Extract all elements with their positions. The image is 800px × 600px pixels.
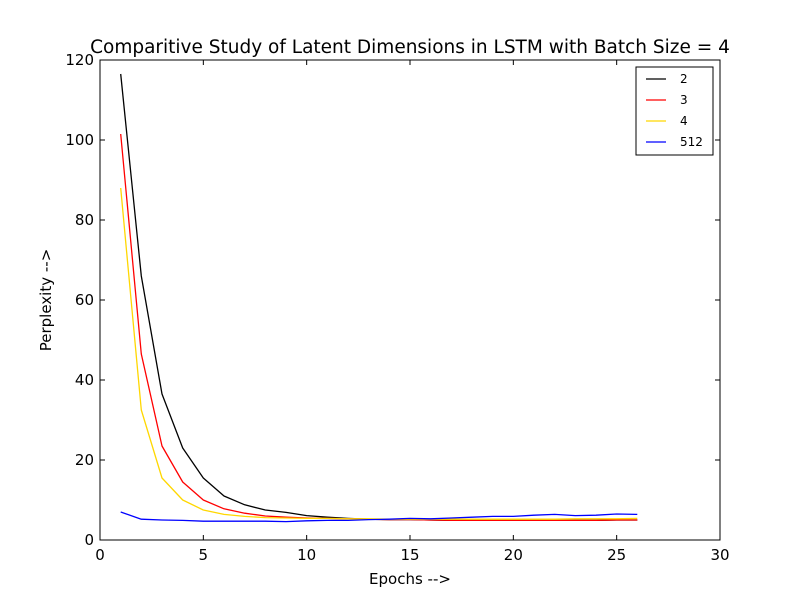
series-line-512 — [120, 511, 638, 523]
axis-ticks: 0 5 10 15 20 25 30 0 20 40 60 80 100 120 — [65, 51, 729, 564]
legend-label-2: 2 — [680, 72, 688, 86]
series-line-2 — [120, 73, 638, 522]
x-tick-label: 10 — [297, 546, 316, 564]
legend-label-4: 4 — [680, 114, 688, 128]
y-tick-label: 80 — [75, 211, 94, 229]
y-tick-label: 60 — [75, 291, 94, 309]
x-tick-label: 5 — [199, 546, 209, 564]
legend-box — [635, 66, 714, 156]
series-line-3 — [120, 133, 638, 522]
y-tick-label: 100 — [65, 131, 94, 149]
y-tick-label: 20 — [75, 451, 94, 469]
y-axis-label: Perplexity --> — [37, 249, 55, 352]
legend-label-512: 512 — [680, 135, 703, 149]
y-tick-label: 40 — [75, 371, 94, 389]
chart-title: Comparitive Study of Latent Dimensions i… — [90, 37, 730, 58]
legend: 2 3 4 512 — [635, 66, 714, 156]
x-tick-label: 15 — [400, 546, 419, 564]
x-axis-label: Epochs --> — [369, 570, 451, 588]
y-tick-label: 0 — [84, 531, 94, 549]
x-tick-label: 30 — [710, 546, 729, 564]
plot-frame — [99, 59, 721, 541]
x-tick-label: 0 — [95, 546, 105, 564]
x-tick-label: 25 — [607, 546, 626, 564]
series-layer — [120, 73, 638, 523]
legend-label-3: 3 — [680, 93, 688, 107]
x-tick-label: 20 — [504, 546, 523, 564]
y-tick-label: 120 — [65, 51, 94, 69]
